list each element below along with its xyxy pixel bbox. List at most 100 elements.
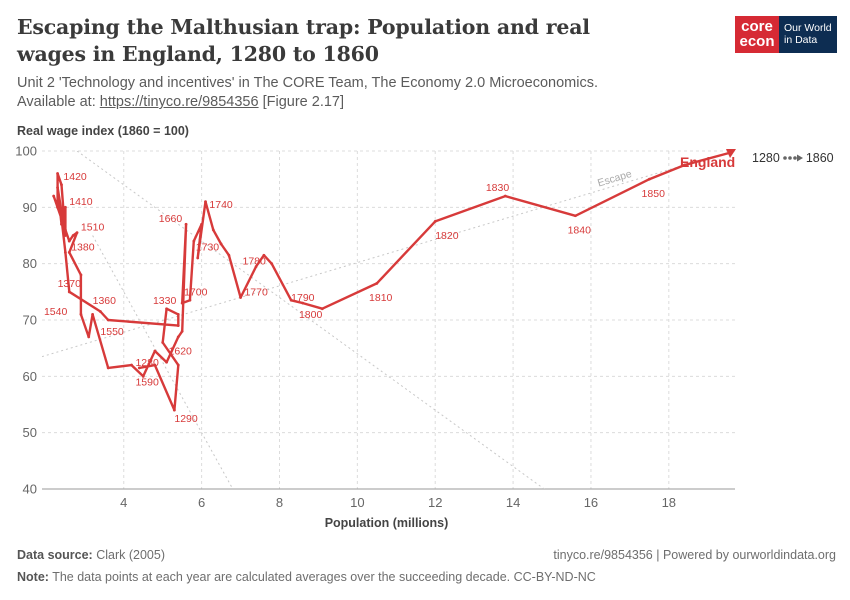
year-label: 1410 [69,196,93,208]
year-label: 1850 [642,188,666,200]
footer-link[interactable]: tinyco.re/9854356 [553,548,653,562]
data-point [176,363,180,367]
reference-line-label: Escape [596,168,633,190]
data-point [63,205,67,209]
core-econ-logo[interactable]: core econ [735,16,779,53]
note-text: The data points at each year are calcula… [48,570,596,584]
y-tick-label: 90 [23,200,37,215]
data-point [227,253,231,257]
data-source-label: Data source: [17,548,93,562]
series-end-arrow-line [684,151,730,167]
data-point [75,231,79,235]
year-label: 1590 [135,376,159,388]
y-tick-label: 80 [23,256,37,271]
data-source: Data source: Clark (2005) [17,548,165,562]
x-tick-label: 8 [276,495,283,510]
data-point [176,335,180,339]
year-label: 1780 [243,255,267,267]
data-point [56,205,59,209]
year-label: 1330 [153,295,177,307]
time-range-legend: 1280 1860 [752,151,834,165]
core-logo-line1: core [741,18,773,35]
reference-line [76,151,545,489]
data-point [196,256,200,260]
data-point [239,296,242,299]
series-end-arrowhead [726,149,736,158]
data-point [647,177,651,181]
data-point [52,194,56,198]
data-point [141,374,145,378]
data-point [375,281,379,285]
year-label: 1290 [174,413,198,425]
data-point [172,408,176,412]
data-point [71,234,75,237]
y-tick-label: 60 [23,369,37,384]
owid-logo-line1: Our World [784,22,832,34]
y-tick-label: 40 [23,482,37,497]
data-point [219,242,223,246]
data-point [211,228,215,232]
year-label: 1840 [568,224,592,236]
data-point [200,222,204,226]
data-point [270,262,274,266]
data-point [176,312,180,316]
y-axis-label: Real wage index (1860 = 100) [17,124,189,138]
chart-title: Escaping the Malthusian trap: Population… [17,15,590,66]
data-point [262,253,266,257]
year-label: 1370 [58,278,82,290]
data-point [63,234,67,237]
reference-line [92,235,234,489]
year-label: 1510 [81,222,105,234]
y-tick-label: 50 [23,425,37,440]
year-label: 1620 [169,345,193,357]
legend-start-year: 1280 [752,151,780,165]
year-label: 1770 [244,286,268,298]
y-tick-label: 100 [15,144,37,159]
data-point [91,312,95,316]
data-point [204,200,207,204]
data-point [503,194,507,198]
data-point [79,273,83,277]
data-point [165,360,168,364]
chart-note: Note: The data points at each year are c… [17,570,596,584]
data-point [176,324,180,328]
footer-credits: tinyco.re/9854356 | Powered by ourworldi… [553,548,836,562]
subtitle-link[interactable]: https://tinyco.re/9854356 [99,94,259,110]
data-point [67,239,71,243]
our-world-in-data-logo[interactable]: Our World in Data [779,16,837,53]
data-point [320,307,324,311]
footer-separator: | Powered by [652,548,733,562]
year-label: 1420 [63,171,87,183]
data-point [60,222,63,226]
data-point [301,301,305,305]
data-point [165,307,168,311]
data-point [433,220,437,223]
data-point [192,239,196,243]
data-point [67,290,71,294]
data-point [63,251,67,254]
x-tick-label: 6 [198,495,205,510]
data-point [180,301,184,305]
year-label: 1810 [369,292,393,304]
data-point [98,310,102,313]
data-point [60,183,63,187]
data-point [161,341,165,344]
year-label: 1730 [196,241,220,253]
owid-link[interactable]: ourworldindata.org [732,548,836,562]
data-point [106,318,110,322]
data-point [184,222,188,226]
data-point [254,265,258,268]
data-point [188,298,192,302]
x-tick-label: 12 [428,495,442,510]
data-point [106,366,110,370]
year-label: 1800 [299,309,323,321]
series-label-england: England [680,154,735,170]
year-label: 1540 [44,306,68,318]
legend-arrow-icon [783,154,803,162]
x-tick-label: 18 [662,495,676,510]
england-series-line [52,163,686,412]
data-point [87,335,91,339]
subtitle-figure-ref: [Figure 2.17] [258,94,345,110]
x-axis-label: Population (millions) [325,516,449,530]
